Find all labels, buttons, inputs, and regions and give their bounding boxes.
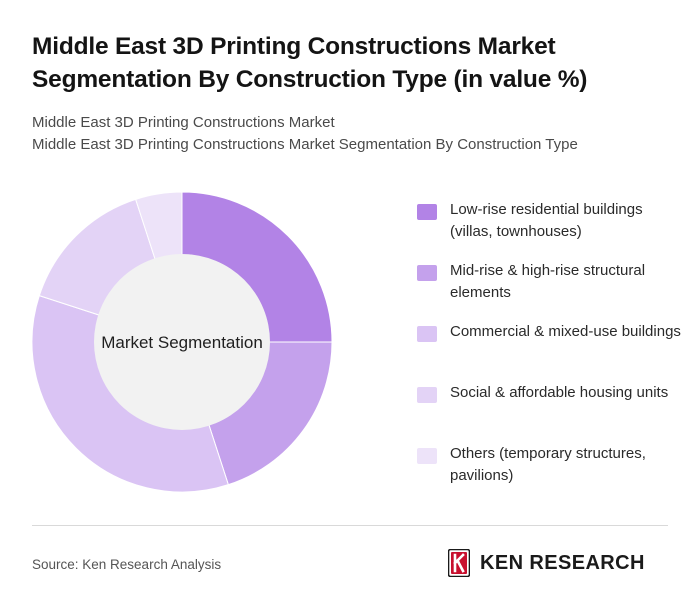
donut-center-disc	[94, 254, 270, 430]
footer-divider	[32, 525, 668, 526]
chart-legend: Low-rise residential buildings (villas, …	[417, 199, 687, 504]
legend-label: Mid-rise & high-rise structural elements	[450, 262, 646, 301]
legend-item-others: Others (temporary structures, pavilions)	[417, 443, 687, 504]
legend-swatch	[417, 387, 437, 403]
subtitle-line-2: Middle East 3D Printing Constructions Ma…	[32, 135, 578, 153]
legend-label: Commercial & mixed-use buildings	[450, 323, 681, 340]
ken-research-logo-icon	[448, 549, 470, 577]
legend-label: Social & affordable housing units	[450, 384, 669, 401]
legend-swatch	[417, 448, 437, 464]
donut-chart: Market Segmentation	[31, 191, 333, 493]
legend-item-low-rise: Low-rise residential buildings (villas, …	[417, 199, 687, 260]
chart-subtitle: Middle East 3D Printing Constructions Ma…	[32, 112, 672, 155]
chart-title: Middle East 3D Printing Constructions Ma…	[32, 33, 588, 93]
donut-center-label: Market Segmentation	[101, 333, 263, 352]
source-note: Source: Ken Research Analysis	[32, 557, 222, 572]
legend-label: Others (temporary structures, pavilions)	[450, 445, 646, 484]
legend-swatch	[417, 204, 437, 220]
legend-swatch	[417, 265, 437, 281]
legend-item-mid-high-rise: Mid-rise & high-rise structural elements	[417, 260, 687, 321]
legend-item-social-housing: Social & affordable housing units	[417, 382, 687, 443]
legend-item-commercial: Commercial & mixed-use buildings	[417, 321, 687, 382]
legend-label: Low-rise residential buildings (villas, …	[450, 201, 643, 240]
subtitle-line-1: Middle East 3D Printing Constructions Ma…	[32, 114, 335, 131]
brand-name: KEN RESEARCH	[480, 552, 645, 574]
legend-swatch	[417, 326, 437, 342]
